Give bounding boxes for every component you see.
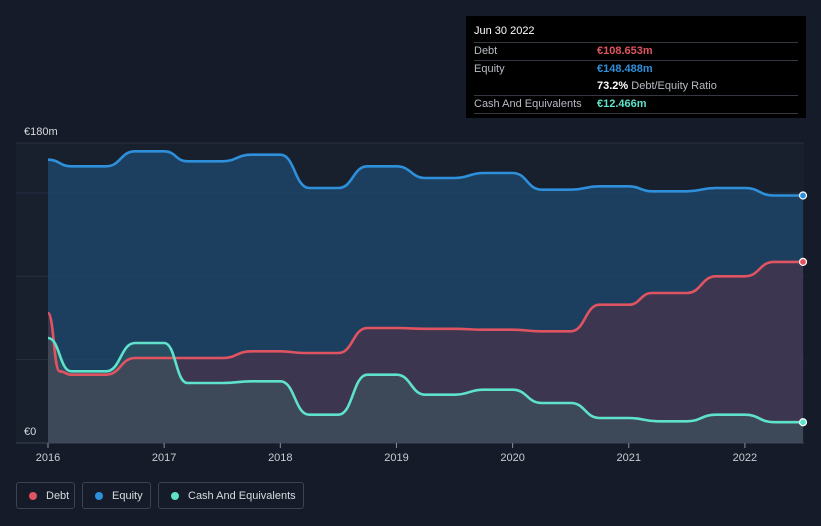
debt-dot-icon [29,491,37,500]
cash-and-equivalents-line [47,336,803,424]
x-tick-label-2018: 2018 [268,452,292,464]
x-tick-label-2017: 2017 [152,452,176,464]
tooltip-ratio-value: 73.2% [597,80,629,92]
y-axis-top-label: €180m [24,126,58,138]
cash-and-equivalents-endpoint [798,418,808,427]
tooltip-row-debt: Debt €108.653m [474,42,798,60]
equity-dot-icon [95,491,103,500]
legend-item-equity[interactable]: Equity [82,482,151,509]
x-tick-label-2022: 2022 [733,452,757,464]
x-tick-label-2020: 2020 [500,452,524,464]
tooltip-row-cash: Cash And Equivalents €12.466m [474,95,798,113]
series-areas [48,151,803,444]
cash-dot-icon [171,491,179,500]
debt-line [46,260,803,377]
equity-line [47,150,803,197]
x-axis-ticks: 2016 2017 2018 2019 2020 2021 2022 [36,443,757,464]
cash-and-equivalents-area [48,338,803,443]
series-lines [46,150,803,424]
y-axis-bottom-label: €0 [24,426,36,438]
tooltip-equity-label: Equity [474,63,505,75]
debt-endpoint [798,257,808,267]
x-tick-label-2016: 2016 [36,452,60,464]
tooltip-debt-value: €108.653m [597,45,653,57]
tooltip-row-equity: Equity €148.488m [474,60,798,78]
legend-cash-label: Cash And Equivalents [188,489,296,502]
tooltip-cash-value: €12.466m [597,98,647,110]
legend-debt-label: Debt [46,489,70,502]
tooltip-row-ratio: 73.2% Debt/Equity Ratio [474,78,798,95]
tooltip-debt-label: Debt [474,45,498,57]
x-tick-label-2021: 2021 [617,452,641,464]
tooltip-date: Jun 30 2022 [474,25,535,37]
tooltip-panel: Jun 30 2022 Debt €108.653m Equity €148.4… [466,16,806,118]
tooltip-cash-label: Cash And Equivalents [474,98,582,110]
tooltip-equity-value: €148.488m [597,63,653,75]
tooltip-ratio-label: Debt/Equity Ratio [631,80,717,92]
equity-endpoint [798,191,808,200]
debt-area [48,261,803,443]
series-endpoints [798,191,808,427]
legend-item-debt[interactable]: Debt [16,482,75,509]
legend-item-cash[interactable]: Cash And Equivalents [158,482,304,509]
x-tick-label-2019: 2019 [384,452,408,464]
legend-equity-label: Equity [112,489,143,502]
